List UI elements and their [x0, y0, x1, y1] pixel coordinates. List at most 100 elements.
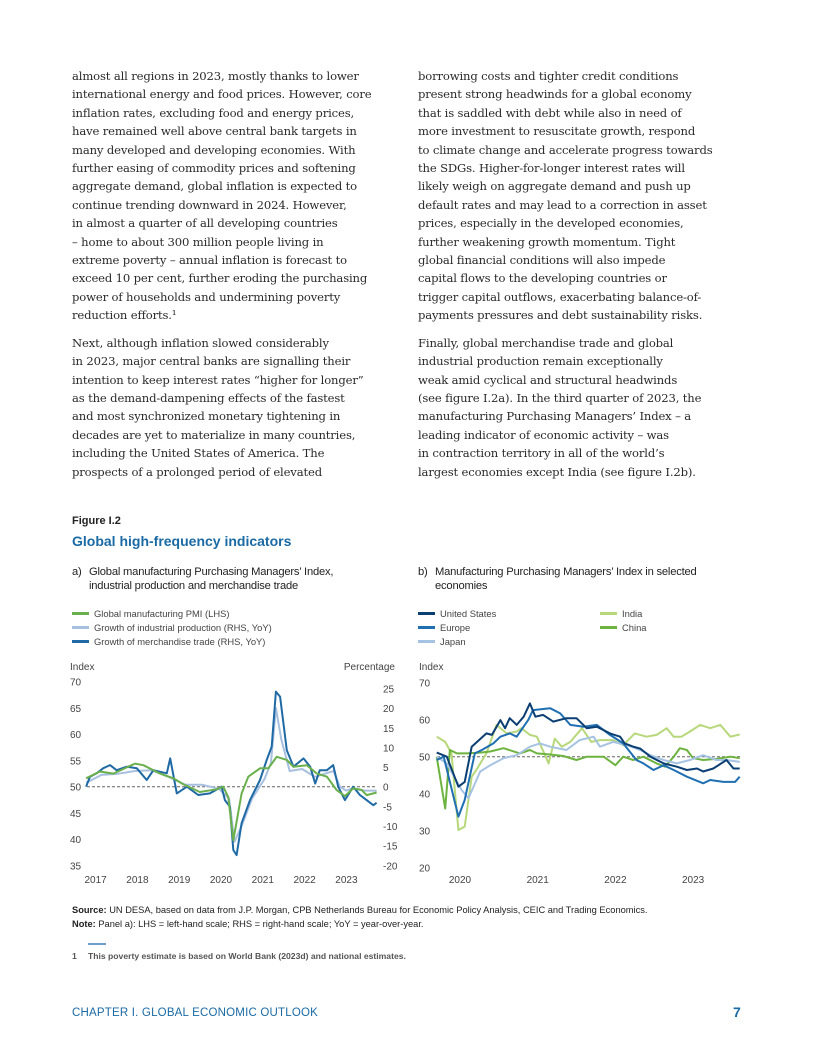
series-line-pmi [85, 755, 377, 842]
legend-label: China [622, 622, 647, 633]
legend-item: Growth of merchandise trade (RHS, YoY) [72, 635, 265, 649]
legend-item: Europe [418, 621, 470, 635]
text-line: Finally, global merchandise trade and gl… [418, 335, 674, 350]
x-tick: 2020 [449, 875, 472, 886]
y-tick: 30 [419, 827, 431, 838]
legend-label: Growth of industrial production (RHS, Yo… [94, 622, 272, 633]
paragraph: borrowing costs and tighter credit condi… [418, 67, 753, 325]
source-label: Source: [72, 905, 107, 915]
legend-item: Growth of industrial production (RHS, Yo… [72, 621, 272, 635]
legend-label: United States [440, 608, 497, 619]
x-tick: 2023 [682, 875, 705, 886]
y-tick-right: 20 [383, 704, 395, 715]
text-line: decades are yet to materialize in many c… [72, 427, 356, 442]
text-line: default rates and may lead to a correcti… [418, 197, 707, 212]
panel-a-title: a) Global manufacturing Purchasing Manag… [72, 565, 372, 593]
legend-item: Global manufacturing PMI (LHS) [72, 607, 229, 621]
y-tick-right: -15 [383, 842, 398, 853]
text-line: Next, although inflation slowed consider… [72, 335, 329, 350]
text-line: exceed 10 per cent, further eroding the … [72, 271, 368, 286]
paragraph: Next, although inflation slowed consider… [72, 334, 407, 481]
x-tick: 2019 [168, 875, 191, 886]
x-tick: 2017 [84, 875, 107, 886]
text-line: the SDGs. Higher-for-longer interest rat… [418, 161, 685, 176]
x-tick: 2023 [335, 875, 358, 886]
text-line: industrial production remain exceptional… [418, 354, 663, 369]
y-tick-left: 60 [70, 730, 82, 741]
legend-swatch [600, 626, 617, 629]
legend-item: Japan [418, 635, 466, 649]
figure-label: Figure I.2 [72, 515, 121, 527]
x-tick: 2020 [210, 875, 233, 886]
footnote-text: This poverty estimate is based on World … [88, 951, 406, 961]
series-line-united-states [436, 702, 740, 788]
text-line: present strong headwinds for a global ec… [418, 87, 692, 102]
text-line: and most synchronized monetary tightenin… [72, 409, 341, 424]
y-tick: 70 [419, 679, 431, 690]
text-line: in almost a quarter of all developing co… [72, 216, 338, 231]
text-line: further easing of commodity prices and s… [72, 161, 356, 176]
page-number: 7 [733, 1004, 741, 1020]
legend-swatch [418, 626, 435, 629]
legend-swatch [72, 640, 89, 643]
y-tick-right: -10 [383, 822, 398, 833]
panel-a-title-text: Global manufacturing Purchasing Managers… [89, 566, 334, 592]
text-line: including the United States of America. … [72, 446, 325, 461]
footnote: 1 This poverty estimate is based on World… [72, 951, 406, 961]
x-tick: 2021 [252, 875, 275, 886]
y-tick: 20 [419, 864, 431, 875]
y-axis-label: Index [419, 662, 443, 673]
text-line: as the demand-dampening effects of the f… [72, 390, 345, 405]
legend-item: China [600, 621, 647, 635]
text-line: leading indicator of economic activity –… [418, 427, 669, 442]
panel-b-letter: b) [418, 566, 428, 578]
legend-label: India [622, 608, 643, 619]
y-tick: 50 [419, 753, 431, 764]
panel-b-title: b) Manufacturing Purchasing Managers’ In… [418, 565, 738, 593]
y-tick: 60 [419, 716, 431, 727]
y-tick-right: 10 [383, 743, 395, 754]
text-line: largest economies except India (see figu… [418, 464, 696, 479]
text-line: aggregate demand, global inflation is ex… [72, 179, 358, 194]
text-line: likely weigh on aggregate demand and pus… [418, 179, 691, 194]
y-tick-right: 0 [383, 783, 389, 794]
panel-a-letter: a) [72, 566, 82, 578]
note: Note: Panel a): LHS = left-hand scale; R… [72, 918, 647, 932]
y-tick-right: -20 [383, 861, 398, 872]
footnote-number: 1 [72, 951, 77, 961]
paragraph: almost all regions in 2023, mostly thank… [72, 67, 407, 325]
legend-label: Growth of merchandise trade (RHS, YoY) [94, 636, 266, 647]
x-tick: 2018 [126, 875, 149, 886]
figure-notes: Source: UN DESA, based on data from J.P.… [72, 904, 647, 931]
x-tick: 2022 [604, 875, 627, 886]
y-tick-left: 55 [70, 756, 82, 767]
text-line: more investment to resuscitate growth, r… [418, 124, 696, 139]
panel-b-title-text: Manufacturing Purchasing Managers’ Index… [435, 566, 697, 592]
figure-title: Global high-frequency indicators [72, 533, 292, 549]
text-line: to climate change and accelerate progres… [418, 142, 713, 157]
y-tick-left: 40 [70, 835, 82, 846]
y-axis-left-label: Index [70, 662, 94, 673]
text-line: that is saddled with debt while also in … [418, 105, 682, 120]
text-line: prospects of a prolonged period of eleva… [72, 464, 322, 479]
text-line: in 2023, major central banks are signall… [72, 354, 351, 369]
legend-swatch [72, 626, 89, 629]
text-line: many developed and developing economies.… [72, 142, 356, 157]
legend-item: India [600, 607, 642, 621]
text-line: borrowing costs and tighter credit condi… [418, 69, 679, 83]
legend-label: Europe [440, 622, 471, 633]
text-line: international energy and food prices. Ho… [72, 87, 372, 102]
text-line: – home to about 300 million people livin… [72, 234, 324, 249]
text-line: power of households and undermining pove… [72, 289, 341, 304]
series-line-india [436, 723, 740, 831]
legend-swatch [72, 612, 89, 615]
legend-swatch [600, 612, 617, 615]
series-line-merchandise-trade [85, 690, 378, 857]
text-line: weak amid cyclical and structural headwi… [418, 372, 678, 387]
source-text: UN DESA, based on data from J.P. Morgan,… [106, 905, 648, 915]
text-line: extreme poverty – annual inflation is fo… [72, 253, 347, 268]
body-text-right-column: borrowing costs and tighter credit condi… [418, 67, 753, 490]
series-line-china [435, 747, 740, 810]
text-line: further weakening growth momentum. Tight [418, 234, 676, 249]
y-tick-left: 45 [70, 809, 82, 820]
